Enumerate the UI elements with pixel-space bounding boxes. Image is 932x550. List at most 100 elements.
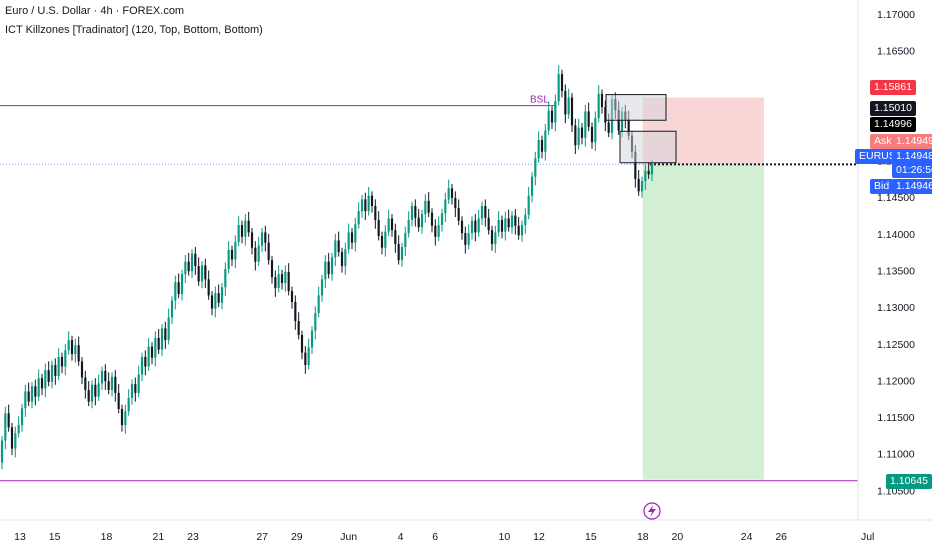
- candle-body: [34, 386, 37, 397]
- candle-body: [187, 261, 190, 272]
- candle-body: [587, 111, 590, 127]
- candle-body: [180, 274, 184, 294]
- candle-body: [527, 195, 530, 215]
- candle-body: [530, 176, 534, 196]
- candle-body: [604, 107, 607, 123]
- x-tick-label: 26: [775, 531, 787, 543]
- candle-body: [144, 356, 147, 367]
- candle-body: [204, 265, 207, 280]
- candle-body: [500, 219, 504, 232]
- chart-title: Euro / U.S. Dollar · 4h · FOREX.com: [5, 5, 185, 17]
- candle-body: [270, 260, 274, 278]
- candle-body: [127, 397, 130, 412]
- candle-body: [44, 370, 47, 389]
- candle-body: [77, 345, 80, 362]
- candle-body: [454, 197, 457, 209]
- y-tick-label: 1.12500: [877, 339, 915, 351]
- candle-body: [230, 249, 234, 260]
- candle-body: [640, 181, 644, 192]
- target-price-label: 1.10645: [886, 474, 932, 489]
- candle-body: [30, 386, 34, 402]
- candle-body: [380, 236, 384, 248]
- candle-body: [644, 170, 647, 182]
- candle-body: [170, 300, 174, 318]
- candle-body: [320, 279, 324, 296]
- candle-body: [394, 230, 397, 245]
- candle-body: [637, 178, 640, 192]
- candle-body: [424, 200, 427, 215]
- candle-body: [107, 381, 110, 390]
- candle-body: [100, 370, 104, 384]
- candle-body: [244, 220, 247, 237]
- candle-body: [407, 219, 410, 234]
- candle-body: [574, 125, 577, 146]
- candle-body: [450, 188, 454, 198]
- candle-body: [154, 337, 157, 358]
- candle-body: [224, 269, 227, 288]
- last-price-label: 1.14948: [892, 149, 932, 164]
- candle-body: [467, 233, 470, 245]
- candle-body: [314, 312, 317, 331]
- candle-body: [570, 97, 574, 126]
- ask-tag: Ask: [870, 134, 896, 149]
- candle-body: [40, 378, 44, 389]
- candle-body: [150, 346, 154, 358]
- candle-body: [377, 219, 380, 237]
- candle-body: [184, 261, 187, 275]
- candle-body: [307, 347, 310, 366]
- candle-body: [470, 220, 474, 234]
- candle-body: [210, 295, 214, 309]
- candle-body: [247, 220, 250, 233]
- x-tick-label: 4: [398, 531, 404, 543]
- candle-body: [597, 93, 600, 119]
- candle-body: [550, 110, 554, 123]
- candle-body: [360, 199, 364, 212]
- x-tick-label: 12: [533, 531, 545, 543]
- candle-body: [87, 389, 90, 402]
- candle-body: [357, 211, 360, 225]
- candle-body: [37, 378, 40, 397]
- candle-body: [287, 271, 290, 292]
- candle-body: [494, 232, 497, 245]
- y-tick-label: 1.16500: [877, 46, 915, 58]
- x-tick-label: 18: [637, 531, 649, 543]
- candle-body: [294, 301, 297, 322]
- candle-body: [594, 118, 597, 143]
- candle-body: [410, 205, 414, 220]
- candle-body: [440, 213, 444, 226]
- candle-body: [260, 232, 264, 246]
- candle-body: [554, 101, 557, 123]
- candle-body: [620, 111, 624, 131]
- ask-price-label: 1.14949: [892, 134, 932, 149]
- x-tick-label: 18: [101, 531, 113, 543]
- indicator-label: ICT Killzones [Tradinator] (120, Top, Bo…: [5, 24, 263, 36]
- candle-body: [264, 232, 267, 243]
- candle-body: [250, 232, 254, 248]
- x-tick-label: 15: [585, 531, 597, 543]
- candle-body: [517, 225, 520, 236]
- x-tick-label: Jun: [340, 531, 357, 543]
- candle-body: [24, 391, 27, 409]
- x-tick-label: 23: [187, 531, 199, 543]
- x-tick-label: 27: [256, 531, 268, 543]
- candle-body: [520, 225, 524, 236]
- candle-body: [447, 188, 450, 200]
- candle-body: [267, 242, 270, 261]
- candle-body: [140, 356, 144, 375]
- candle-body: [497, 219, 500, 233]
- candles-group: [0, 65, 654, 470]
- candle-body: [110, 376, 114, 390]
- candle-body: [317, 295, 320, 313]
- candle-body: [274, 277, 277, 289]
- level-price-label-1: 1.15010: [870, 101, 916, 116]
- candle-body: [57, 356, 60, 377]
- candle-body: [284, 271, 287, 283]
- candle-body: [137, 374, 140, 393]
- candle-body: [460, 220, 464, 234]
- candle-body: [27, 391, 30, 402]
- candle-body: [64, 350, 67, 367]
- candle-body: [280, 274, 284, 283]
- y-tick-label: 1.17000: [877, 9, 915, 21]
- candle-body: [257, 245, 260, 262]
